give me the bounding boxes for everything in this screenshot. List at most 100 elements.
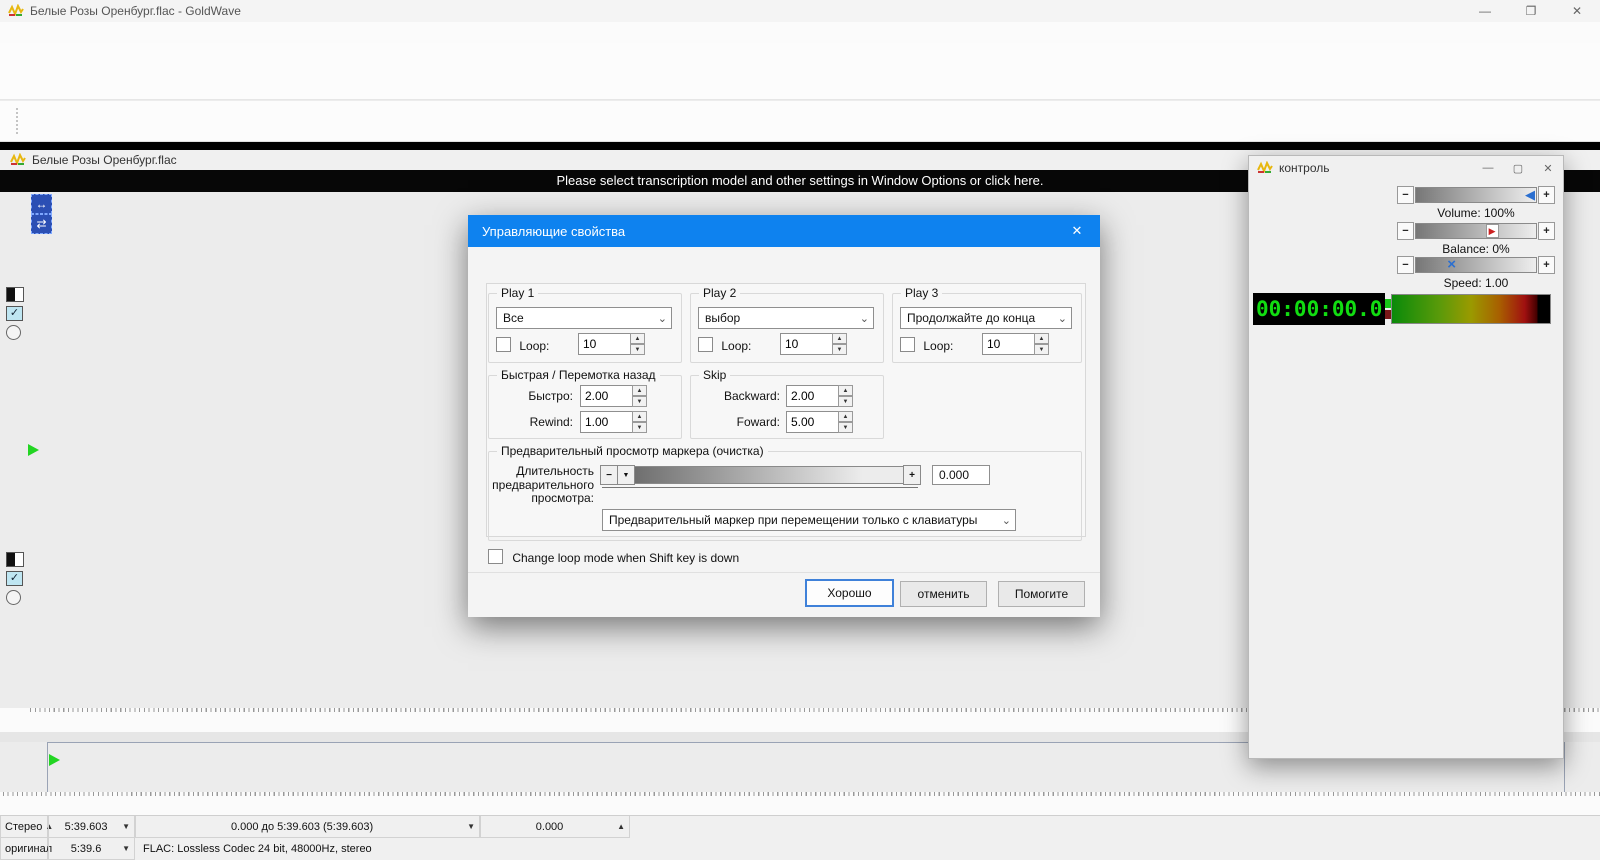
- channel-2-checkbox[interactable]: ✓: [6, 571, 23, 586]
- marker-mode-select[interactable]: Предварительный маркер при перемещении т…: [602, 509, 1016, 531]
- channel-1-color-swatch-icon[interactable]: [6, 287, 24, 302]
- overview-position-marker[interactable]: [49, 754, 60, 766]
- spin-up-icon[interactable]: ▲: [1034, 333, 1049, 344]
- green-led-icon: [1385, 299, 1395, 308]
- balance-thumb[interactable]: ▶: [1485, 224, 1499, 238]
- play3-loop-input[interactable]: [982, 333, 1034, 355]
- spin-down-icon[interactable]: ▼: [1034, 344, 1049, 355]
- preview-decrease-button[interactable]: −: [600, 465, 618, 485]
- balance-label: Balance: 0%: [1442, 242, 1510, 256]
- backward-input[interactable]: [786, 385, 838, 407]
- channel-2-controls: ✓: [6, 552, 24, 605]
- control-window: контроль — ▢ ✕ − ◀ + Volume: 100% −: [1248, 155, 1564, 759]
- close-icon[interactable]: ✕: [1571, 4, 1583, 18]
- volume-decrease-button[interactable]: −: [1397, 186, 1414, 204]
- marker-preview-group: Предварительный просмотр маркера (очистк…: [488, 444, 1082, 541]
- document-icon: [10, 152, 26, 168]
- overview-time-ruler[interactable]: [0, 792, 1600, 816]
- spin-up-icon[interactable]: ▲: [632, 411, 647, 422]
- play3-mode-select[interactable]: Продолжайте до конца ⌄: [900, 307, 1072, 329]
- channel-1-checkbox[interactable]: ✓: [6, 306, 23, 321]
- spin-up-icon[interactable]: ▲: [630, 333, 645, 344]
- channel-2-color-swatch-icon[interactable]: [6, 552, 24, 567]
- channel-1-radio[interactable]: [6, 325, 21, 340]
- spin-up-icon[interactable]: ▲: [632, 385, 647, 396]
- help-button[interactable]: Помогите: [998, 581, 1085, 607]
- volume-slider[interactable]: ◀: [1415, 187, 1537, 203]
- dialog-separator: [468, 572, 1100, 573]
- volume-increase-button[interactable]: +: [1538, 186, 1555, 204]
- chevron-down-icon: ⌄: [1001, 514, 1011, 527]
- document-title: Белые Розы Оренбург.flac: [32, 153, 177, 167]
- play2-mode-select[interactable]: выбор ⌄: [698, 307, 874, 329]
- control-icon: [1257, 160, 1273, 176]
- spin-down-icon[interactable]: ▼: [632, 396, 647, 407]
- vertical-zoom-icon[interactable]: ⇄: [31, 214, 52, 234]
- maximize-icon[interactable]: ▢: [1512, 162, 1524, 175]
- spin-down-icon[interactable]: ▼: [838, 422, 853, 433]
- close-icon[interactable]: ✕: [1071, 223, 1083, 238]
- minimize-icon[interactable]: —: [1482, 161, 1494, 174]
- titlebar: Белые Розы Оренбург.flac - GoldWave — ❐ …: [0, 0, 1600, 22]
- transcription-notice-bar[interactable]: Please select transcription model and ot…: [0, 170, 1600, 192]
- spin-up-icon[interactable]: ▲: [832, 333, 847, 344]
- speed-label: Speed: 1.00: [1443, 276, 1509, 290]
- minimize-icon[interactable]: —: [1479, 4, 1491, 18]
- status-leds: [1385, 299, 1395, 319]
- play1-mode-select[interactable]: Все ⌄: [496, 307, 672, 329]
- play2-loop-input[interactable]: [780, 333, 832, 355]
- play1-loop-checkbox[interactable]: [496, 337, 511, 352]
- mdi-top-strip: [0, 142, 1600, 150]
- restore-icon[interactable]: ❐: [1525, 4, 1537, 18]
- control-title: контроль: [1279, 161, 1330, 175]
- effects-toolbar: [0, 101, 1600, 142]
- play-position-marker[interactable]: [28, 444, 39, 456]
- balance-decrease-button[interactable]: −: [1397, 222, 1414, 240]
- spin-up-icon[interactable]: ▲: [838, 411, 853, 422]
- preview-duration-label: Длительность предварительного просмотра:: [492, 465, 594, 505]
- fast-input[interactable]: [580, 385, 632, 407]
- cancel-button[interactable]: отменить: [900, 581, 987, 607]
- preview-increase-button[interactable]: +: [903, 465, 921, 485]
- play2-loop-checkbox[interactable]: [698, 337, 713, 352]
- forward-input[interactable]: [786, 411, 838, 433]
- spin-up-icon[interactable]: ▲: [838, 385, 853, 396]
- play2-loop-row: Loop:: [698, 337, 751, 353]
- preview-duration-slider[interactable]: [634, 466, 904, 484]
- status-original-length[interactable]: 5:39.6 ▼: [48, 838, 135, 860]
- fast-label: Быстро:: [528, 389, 573, 403]
- spin-down-icon[interactable]: ▼: [838, 396, 853, 407]
- spin-down-icon[interactable]: ▼: [832, 344, 847, 355]
- speed-decrease-button[interactable]: −: [1397, 256, 1414, 274]
- shift-loop-checkbox[interactable]: [488, 549, 503, 564]
- play2-group: Play 2: [690, 286, 884, 363]
- status-channels[interactable]: Стерео ▲: [0, 816, 53, 838]
- status-selection[interactable]: 0.000 до 5:39.603 (5:39.603) ▼: [135, 816, 480, 838]
- horizontal-zoom-icon[interactable]: ↔: [31, 194, 52, 214]
- main-toolbar: [0, 43, 1600, 100]
- balance-increase-button[interactable]: +: [1538, 222, 1555, 240]
- close-icon[interactable]: ✕: [1543, 162, 1553, 175]
- statusbar: Стерео ▲ 5:39.603 ▼ 0.000 до 5:39.603 (5:3…: [0, 815, 1600, 860]
- spin-down-icon[interactable]: ▼: [630, 344, 645, 355]
- play1-loop-input[interactable]: [578, 333, 630, 355]
- play3-loop-checkbox[interactable]: [900, 337, 915, 352]
- preview-duration-value[interactable]: 0.000: [932, 465, 990, 485]
- fast-rewind-group: Быстрая / Перемотка назад: [488, 368, 682, 439]
- rewind-input[interactable]: [580, 411, 632, 433]
- play2-loop-spinner: ▲▼: [780, 333, 847, 355]
- status-length[interactable]: 5:39.603 ▼: [48, 816, 135, 838]
- status-position[interactable]: 0.000 ▲: [480, 816, 630, 838]
- channel-2-radio[interactable]: [6, 590, 21, 605]
- preview-slider-thumb[interactable]: ▼: [617, 465, 635, 485]
- speed-slider[interactable]: ×: [1415, 256, 1537, 273]
- spin-down-icon[interactable]: ▼: [632, 422, 647, 433]
- goldwave-icon: [8, 3, 24, 19]
- control-titlebar: контроль — ▢ ✕: [1249, 156, 1563, 180]
- speed-thumb[interactable]: ×: [1447, 256, 1456, 273]
- volume-thumb[interactable]: ◀: [1525, 187, 1535, 202]
- balance-slider[interactable]: ▶: [1415, 223, 1537, 239]
- play1-group: Play 1: [488, 286, 682, 363]
- ok-button[interactable]: Хорошо: [805, 579, 894, 607]
- speed-increase-button[interactable]: +: [1538, 256, 1555, 274]
